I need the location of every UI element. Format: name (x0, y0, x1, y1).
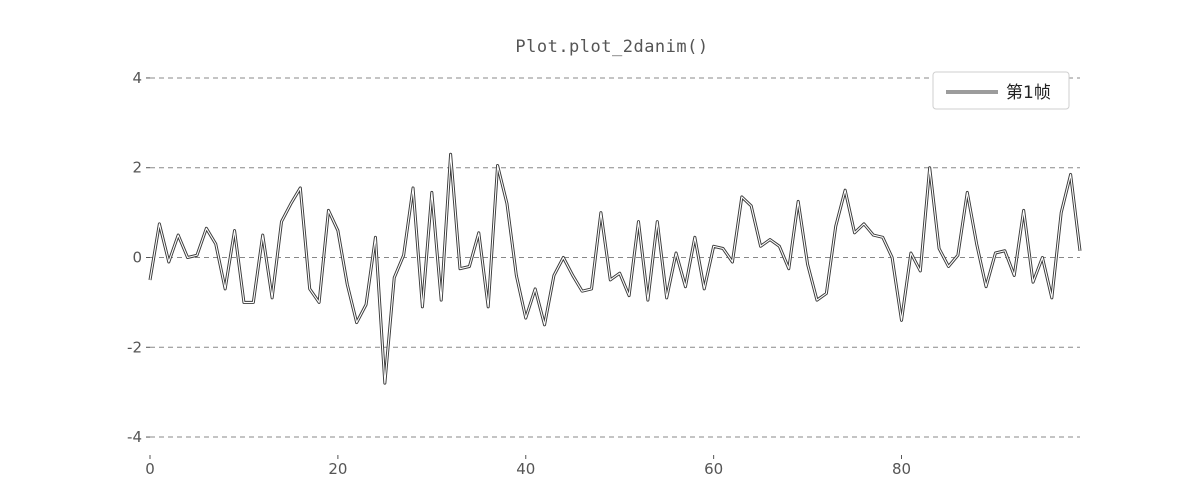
y-tick-label: -2 (127, 338, 142, 356)
y-tick-label: 0 (132, 249, 142, 267)
x-tick-label: 60 (704, 460, 723, 478)
x-tick-label: 20 (328, 460, 347, 478)
chart-title: Plot.plot_2danim() (515, 37, 708, 57)
gridlines (150, 77, 1080, 438)
series-group (148, 152, 1082, 385)
y-tick-label: 2 (132, 159, 142, 177)
x-tick-label: 40 (516, 460, 535, 478)
series-line-highlight-0 (149, 153, 1081, 384)
series-line-0 (148, 152, 1082, 385)
x-tick-label: 0 (145, 460, 155, 478)
legend-label: 第1帧 (1006, 83, 1051, 103)
legend: 第1帧 (932, 71, 1070, 110)
y-tick-label: 4 (132, 69, 142, 87)
x-tick-label: 80 (892, 460, 911, 478)
y-tick-label: -4 (127, 428, 142, 446)
legend-frame (932, 71, 1070, 110)
